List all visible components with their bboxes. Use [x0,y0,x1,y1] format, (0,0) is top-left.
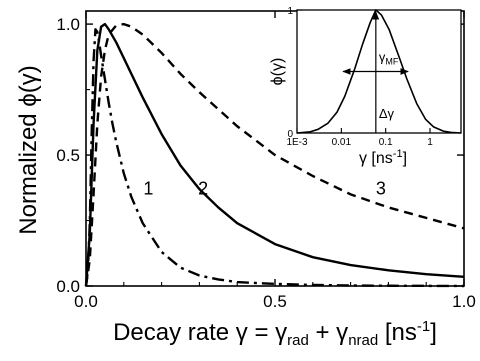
inset-y-axis-label: ϕ(γ) [269,58,286,86]
main-plot: 0.0 0.5 1.0 0.0 0.5 1.0 1 2 3 Decay rate γ = γrad… [15,10,476,349]
y-axis-label: Normalized ϕ(γ) [15,65,42,234]
inset-plot: 1E-3 0.01 0.1 1 0 1 γMF Δγ γ [ns-1] ϕ(γ) [269,6,462,167]
y-tick-label: 0.0 [56,277,80,296]
x-tick-label: 0.5 [263,292,287,311]
series-3-line [84,22,465,287]
inset-x-axis-label: γ [ns-1] [359,148,407,167]
y-tick-label: 0.5 [56,146,80,165]
y-tick-label: 1.0 [56,15,80,34]
peak-label: γMF [379,50,399,67]
inset-y-tick-label: 0 [287,129,293,140]
curve-label-2: 2 [198,178,208,198]
x-tick-label: 1.0 [452,292,476,311]
curve-label-3: 3 [376,178,386,198]
width-label: Δγ [379,106,395,121]
x-tick-label: 0.0 [74,292,98,311]
series-2-line [84,22,465,287]
inset-x-tick-label: 1 [427,137,433,148]
inset-y-tick-label: 1 [287,6,293,17]
x-axis-label: Decay rate γ = γrad + γnrad [ns-1] [113,318,437,349]
inset-x-tick-label: 0.01 [332,137,352,148]
series-1-line [84,28,465,288]
inset-x-tick-label: 1E-3 [286,137,308,148]
curve-label-1: 1 [143,178,153,198]
inset-x-tick-label: 0.1 [379,137,393,148]
